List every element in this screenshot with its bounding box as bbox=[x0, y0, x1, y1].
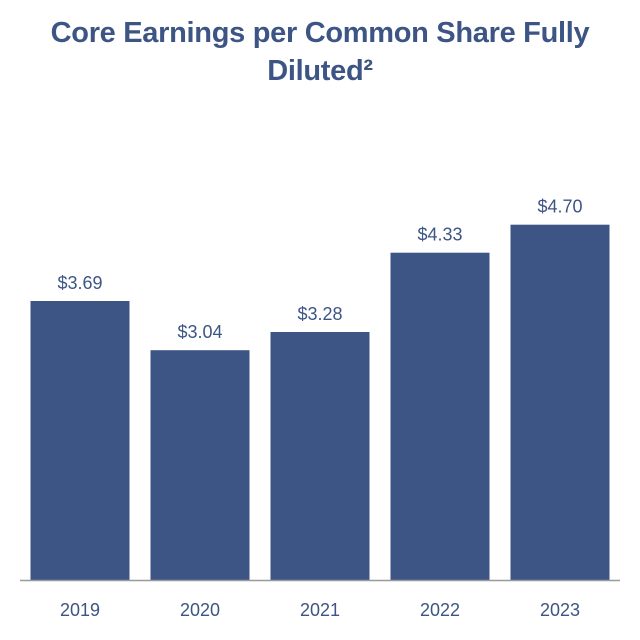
data-label-2019: $3.69 bbox=[57, 273, 102, 293]
x-tick-label-2023: 2023 bbox=[540, 600, 580, 620]
data-label-2020: $3.04 bbox=[177, 322, 222, 342]
bar-2019 bbox=[30, 301, 130, 580]
bar-2022 bbox=[390, 252, 490, 580]
x-tick-label-2021: 2021 bbox=[300, 600, 340, 620]
x-tick-label-2020: 2020 bbox=[180, 600, 220, 620]
bar-2021 bbox=[270, 332, 370, 580]
x-tick-label-2019: 2019 bbox=[60, 600, 100, 620]
data-label-2023: $4.70 bbox=[537, 197, 582, 217]
data-labels-group: $3.69 $3.04 $3.28 $4.33 $4.70 bbox=[57, 197, 582, 343]
data-label-2021: $3.28 bbox=[297, 304, 342, 324]
x-tick-labels-group: 2019 2020 2021 2022 2023 bbox=[60, 600, 580, 620]
bars-group bbox=[30, 224, 610, 580]
x-tick-label-2022: 2022 bbox=[420, 600, 460, 620]
bar-2023 bbox=[510, 224, 610, 580]
chart-title: Core Earnings per Common Share Fully Dil… bbox=[50, 17, 590, 87]
data-label-2022: $4.33 bbox=[417, 225, 462, 245]
bar-2020 bbox=[150, 350, 250, 580]
